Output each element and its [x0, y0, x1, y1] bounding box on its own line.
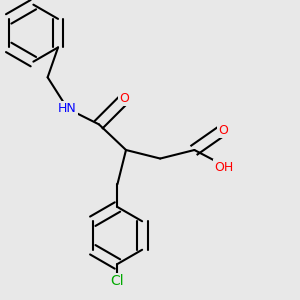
Text: OH: OH — [215, 161, 234, 174]
Text: O: O — [120, 92, 130, 105]
Text: Cl: Cl — [111, 274, 124, 288]
Text: O: O — [218, 124, 228, 136]
Text: HN: HN — [58, 102, 77, 115]
